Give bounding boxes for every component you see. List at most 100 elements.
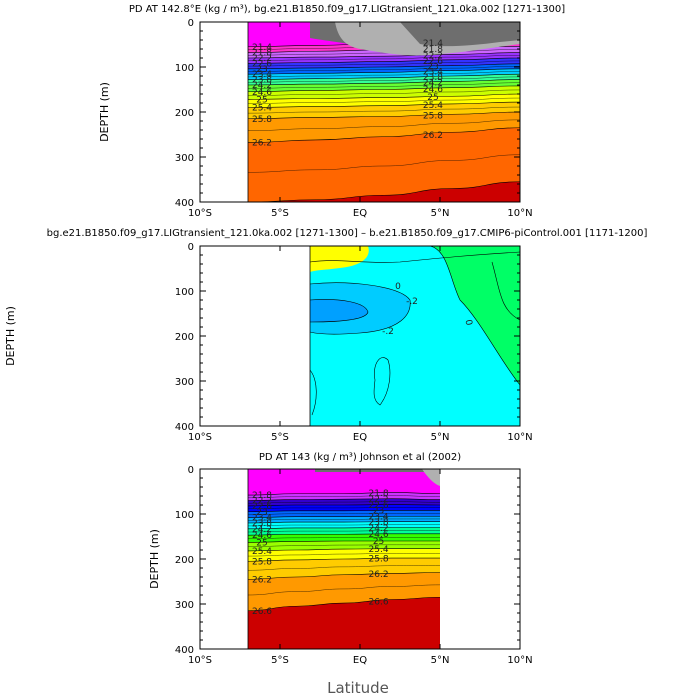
contour-label: 21.8 (252, 49, 272, 59)
contour-label: 22.2 (423, 51, 443, 61)
y-tick-label: 100 (175, 287, 194, 298)
contour-label: 25 (373, 537, 384, 547)
panel-2-contour-a (309, 251, 520, 263)
contour-label: 21.8 (423, 45, 443, 55)
contour-line-minor (247, 501, 441, 504)
contour-label: 22.2 (369, 495, 389, 505)
panel-2-contour-b (309, 282, 411, 335)
contour-label: 26.6 (369, 598, 389, 608)
contour-line (247, 548, 440, 552)
contour-line (247, 111, 520, 120)
contour-label: 25.4 (252, 547, 272, 557)
figure-xlabel: Latitude (327, 679, 389, 697)
contour-label: 22.2 (252, 54, 272, 64)
x-tick-label: 5°S (271, 208, 289, 219)
contour-line (247, 521, 440, 524)
y-tick-label: 400 (175, 645, 194, 656)
contour-line-minor (247, 513, 440, 515)
panel-2-contour-label-0: 0 (395, 282, 401, 292)
contour-label: 25.8 (252, 557, 272, 567)
contour-label: 23 (256, 65, 267, 75)
contour-line (247, 57, 520, 64)
contour-label: 22.6 (252, 502, 272, 512)
missing-data (440, 469, 520, 649)
contour-label: 21.8 (369, 489, 389, 499)
contour-label: 24.6 (252, 531, 272, 541)
contour-line-minor (247, 106, 520, 114)
contour-line (247, 181, 520, 202)
y-tick-label: 300 (175, 153, 194, 164)
x-tick-label: 5°S (271, 432, 289, 443)
contour-label: 25.4 (369, 545, 389, 555)
contour-line (247, 85, 520, 93)
contour-label: 23 (427, 62, 438, 72)
missing-data (200, 22, 248, 202)
y-tick-label: 400 (175, 198, 194, 209)
y-tick-label: 100 (175, 63, 194, 74)
contour-label: 24.2 (252, 525, 272, 535)
panel-1-ylabel: DEPTH (m) (98, 82, 111, 142)
x-tick-label: 10°N (507, 432, 532, 443)
contour-line-minor (247, 154, 520, 173)
contour-line-minor (247, 524, 440, 527)
x-tick-label: EQ (353, 655, 367, 666)
y-tick-label: 200 (175, 332, 194, 343)
contour-line (247, 68, 520, 75)
contour-label: 25.8 (369, 555, 389, 565)
contour-line (247, 572, 441, 580)
contour-label: 26.2 (369, 570, 389, 580)
contour-line-minor (247, 76, 520, 83)
panel-2-contour-e (373, 357, 391, 406)
contour-line (247, 52, 520, 59)
contour-label: 24.2 (252, 81, 272, 91)
contour-line (247, 510, 440, 513)
panel-3-title: PD AT 143 (kg / m³) Johnson et al (2002) (259, 452, 461, 463)
contour-line-minor (247, 507, 441, 509)
panel-1-title: PD AT 142.8°E (kg / m³), bg.e21.B1850.f0… (129, 4, 565, 15)
panel-2-missing-data (200, 246, 310, 426)
contour-label: 25.8 (252, 115, 272, 125)
contour-line-minor (247, 55, 520, 61)
contour-line (247, 93, 520, 100)
panel-2-most-negative-core (310, 299, 368, 322)
contour-line (247, 127, 520, 143)
surface-cap (315, 469, 440, 472)
panel-2-axes: 10°S 5°S EQ 5°N 10°N 0 100 200 300 400 (175, 242, 533, 443)
x-tick-label: 5°N (431, 432, 450, 443)
surface-cap (422, 469, 440, 486)
contour-line (247, 515, 440, 518)
missing-data (200, 469, 248, 649)
contour-line-minor (247, 119, 520, 131)
panel-2-zero-region (395, 246, 520, 385)
contour-label: 23.4 (252, 514, 272, 524)
contour-line-minor (247, 89, 520, 96)
contour-line-minor (247, 71, 520, 78)
panel-2-surface-positive (310, 246, 369, 272)
x-tick-label: 10°S (188, 432, 212, 443)
y-tick-label: 300 (175, 600, 194, 611)
panel-2-contour-label-2: -.2 (382, 327, 394, 337)
contour-label: 26.2 (252, 575, 272, 585)
panel-2-contour-c (309, 299, 369, 323)
panel-3-ylabel: DEPTH (m) (148, 529, 161, 589)
contour-line-minor (247, 97, 520, 104)
panel-2-contour-label-1: -.2 (406, 297, 418, 307)
contour-line (247, 63, 520, 70)
contour-label: 25.4 (252, 104, 272, 114)
contour-label: 23.8 (252, 76, 272, 86)
contour-line-minor (247, 66, 520, 72)
contour-line (247, 101, 520, 108)
contour-label: 22.2 (252, 497, 272, 507)
contour-label: 23.8 (369, 518, 389, 528)
contour-label: 26.2 (252, 139, 272, 149)
surface-cap (335, 22, 520, 56)
panel-1-surface-gray (200, 22, 520, 202)
x-tick-label: EQ (353, 432, 367, 443)
panel-1: PD AT 142.8°E (kg / m³), bg.e21.B1850.f0… (98, 4, 565, 219)
contour-line-minor (247, 544, 440, 547)
contour-label: 22.6 (423, 57, 443, 67)
contour-line (247, 540, 440, 543)
contour-label: 24.6 (423, 85, 443, 95)
contour-line-minor (247, 530, 440, 533)
